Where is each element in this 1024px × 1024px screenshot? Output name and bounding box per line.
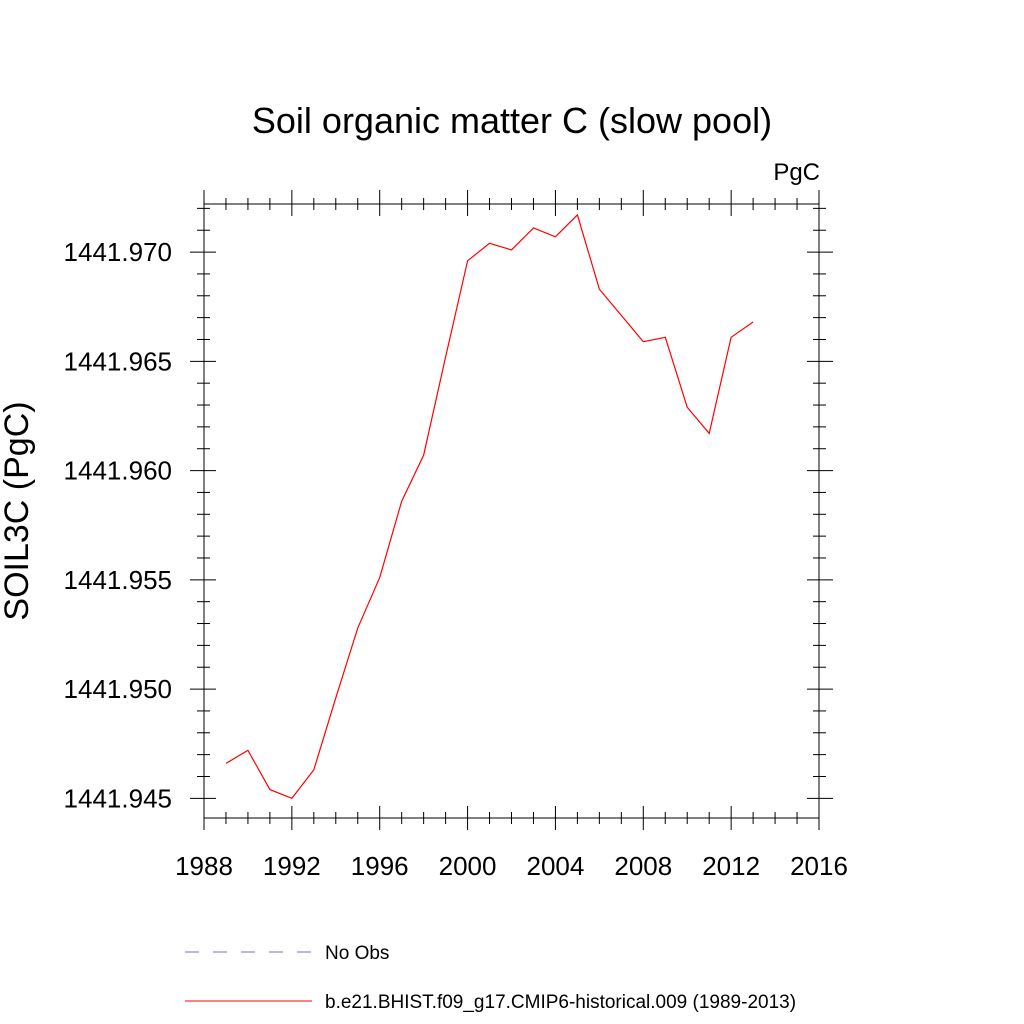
x-tick-label: 2016 [790, 851, 848, 881]
y-tick-label: 1441.960 [64, 456, 172, 486]
chart-title: Soil organic matter C (slow pool) [252, 100, 772, 141]
series-line [225, 213, 754, 800]
legend-label: b.e21.BHIST.f09_g17.CMIP6-historical.009… [325, 992, 796, 1013]
units-label: PgC [773, 159, 820, 186]
y-tick-label: 1441.965 [64, 346, 172, 376]
y-tick-label: 1441.955 [64, 565, 172, 595]
x-tick-label: 2004 [527, 851, 585, 881]
axis-ticks: 1988 1992 1996 2000 2004 2008 2012 2016 1441.945… [64, 190, 848, 881]
x-tick-label: 1992 [263, 851, 321, 881]
series-layer [225, 213, 754, 800]
y-tick-label: 1441.970 [64, 237, 172, 267]
x-tick-label: 2000 [439, 851, 497, 881]
y-axis-label: SOIL3C (PgC) [0, 401, 36, 620]
plot-frame [203, 203, 820, 819]
x-tick-label: 1988 [175, 851, 233, 881]
x-tick-label: 2012 [702, 851, 760, 881]
y-tick-label: 1441.945 [64, 783, 172, 813]
y-tick-label: 1441.950 [64, 674, 172, 704]
x-tick-label: 2008 [614, 851, 672, 881]
legend-label: No Obs [325, 943, 389, 964]
legend: No Obs b.e21.BHIST.f09_g17.CMIP6-historic… [185, 943, 796, 1013]
x-tick-label: 1996 [351, 851, 409, 881]
